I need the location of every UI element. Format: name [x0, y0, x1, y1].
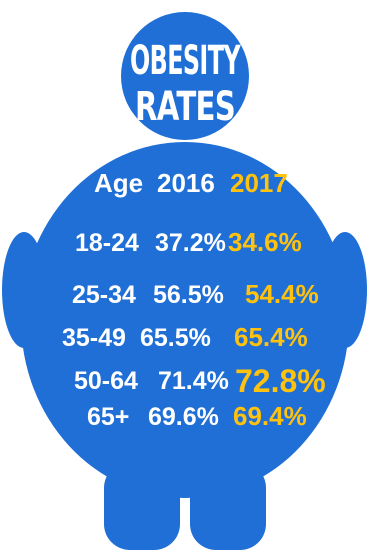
table-row: 50-64 71.4% 72.8%: [74, 363, 326, 399]
title-line-2: RATES: [135, 84, 235, 130]
value-2017-cell: 34.6%: [228, 227, 302, 257]
table-row: 25-34 56.5% 54.4%: [72, 279, 319, 309]
age-cell: 25-34: [72, 281, 136, 309]
torso: [21, 142, 349, 498]
data-table: 18-24 37.2% 34.6% 25-34 56.5% 54.4% 35-4…: [62, 227, 326, 431]
table-row: 65+ 69.6% 69.4%: [87, 401, 307, 431]
head: [121, 12, 249, 140]
value-2017-cell: 69.4%: [233, 401, 307, 431]
value-2017-cell: 54.4%: [245, 279, 319, 309]
body-silhouette: [2, 12, 367, 550]
value-2017-cell: 65.4%: [234, 322, 308, 352]
table-row: 18-24 37.2% 34.6%: [75, 227, 302, 257]
header-2017: 2017: [230, 168, 288, 198]
header-row: Age 2016 2017: [94, 168, 288, 198]
header-2016: 2016: [157, 168, 215, 198]
value-2017-cell: 72.8%: [235, 363, 326, 399]
value-2016-cell: 71.4%: [158, 367, 229, 395]
value-2016-cell: 65.5%: [140, 324, 211, 352]
title-line-1: OBESITY: [130, 38, 241, 84]
header-age: Age: [94, 168, 143, 198]
age-cell: 35-49: [62, 324, 126, 352]
value-2016-cell: 56.5%: [153, 281, 224, 309]
age-cell: 50-64: [74, 367, 138, 395]
value-2016-cell: 69.6%: [148, 403, 219, 431]
age-cell: 18-24: [75, 229, 139, 257]
age-cell: 65+: [87, 403, 129, 431]
value-2016-cell: 37.2%: [155, 229, 226, 257]
table-row: 35-49 65.5% 65.4%: [62, 322, 308, 352]
